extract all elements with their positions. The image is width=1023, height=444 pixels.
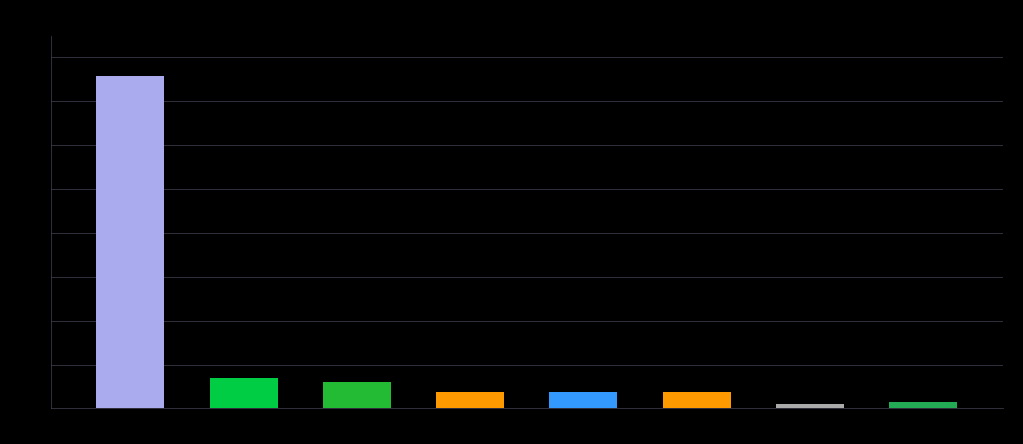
Bar [663,392,730,408]
Bar [323,382,391,408]
Bar [889,402,958,408]
Bar [776,404,844,408]
Bar [436,392,504,408]
Bar [549,392,618,408]
Bar [210,378,277,408]
Bar [96,76,165,408]
